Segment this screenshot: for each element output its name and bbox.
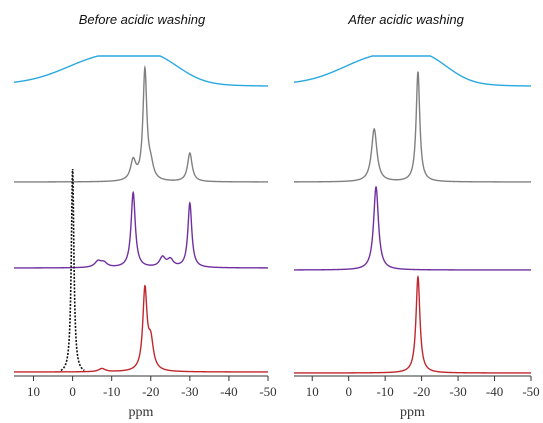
x-tick-label: -20 (413, 384, 430, 399)
x-tick-label: -40 (220, 384, 237, 399)
spectrum-purple-line (293, 185, 531, 271)
x-tick-label: -50 (259, 384, 276, 399)
x-axis-label: ppm (129, 405, 154, 420)
spectrum-cyan-line (293, 55, 531, 87)
x-tick-label: 0 (69, 384, 76, 399)
spectrum-cyan-line (13, 55, 268, 87)
x-tick-label: -50 (522, 384, 539, 399)
panel-title-after: After acidic washing (347, 12, 464, 27)
x-tick-label: -30 (181, 384, 198, 399)
x-tick-label: 10 (27, 384, 40, 399)
x-tick-label: -30 (449, 384, 466, 399)
spectrum-reference-line (60, 168, 85, 372)
x-tick-label: 0 (345, 384, 352, 399)
spectrum-red-line (14, 284, 268, 373)
panel-title-before: Before acidic washing (79, 12, 206, 27)
spectrum-gray-line (294, 71, 531, 183)
x-tick-label: -40 (486, 384, 503, 399)
spectrum-gray-line (14, 64, 269, 183)
x-tick-label: -20 (142, 384, 159, 399)
panel-before: Before acidic washing 10 0 -10 -20 -30 -40 -50… (13, 12, 277, 420)
spectrum-red-line (294, 274, 531, 374)
panel-after: After acidic washing 10 0 -10 -20 -30 -40 -50 p… (293, 12, 540, 420)
x-axis-label: ppm (400, 405, 425, 420)
spectrum-purple-line (14, 190, 268, 269)
x-tick-label: -10 (103, 384, 120, 399)
x-tick-label: -10 (376, 384, 393, 399)
x-tick-label: 10 (306, 384, 319, 399)
